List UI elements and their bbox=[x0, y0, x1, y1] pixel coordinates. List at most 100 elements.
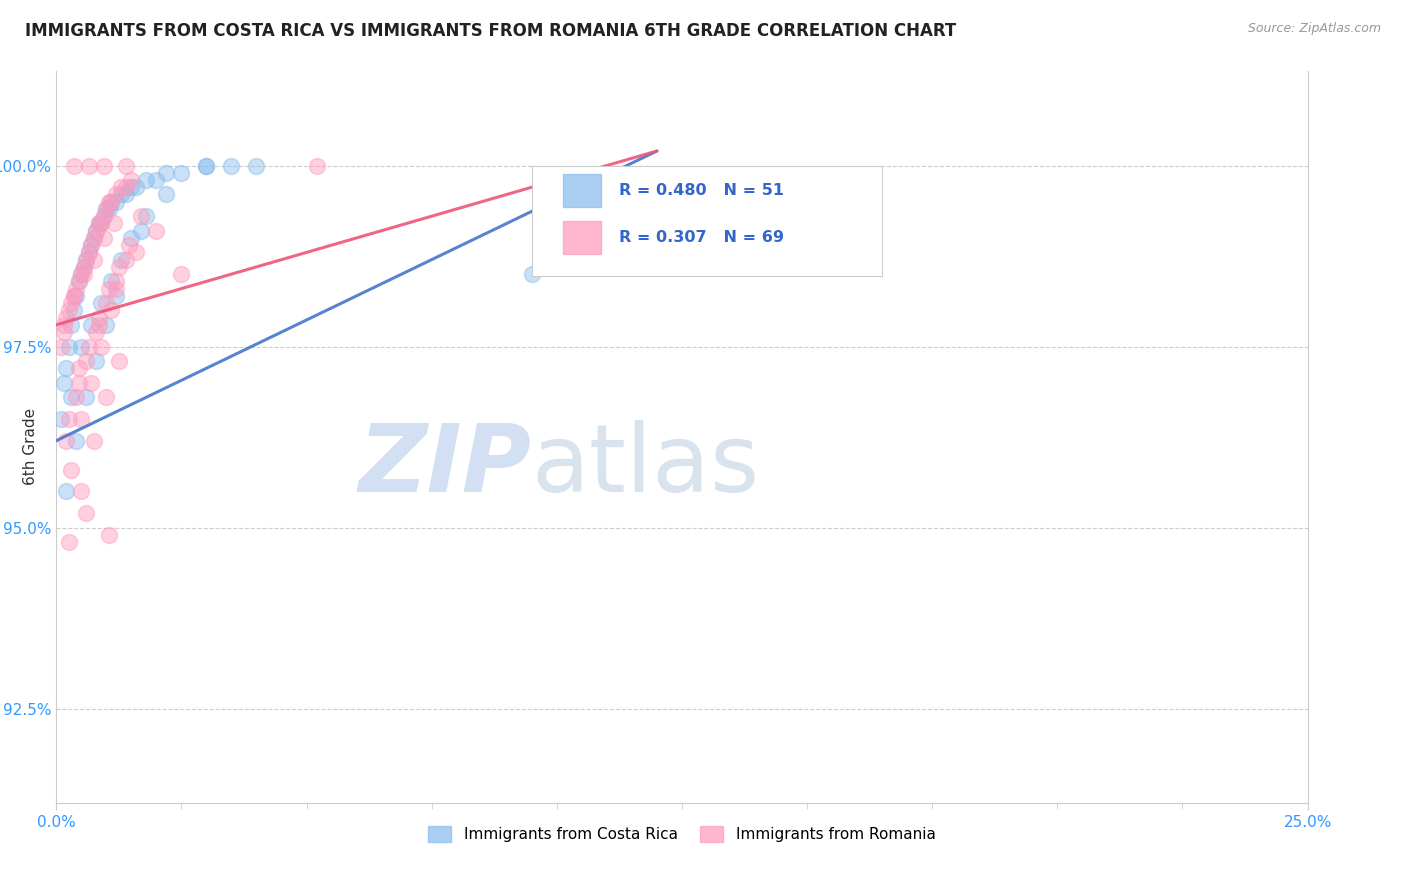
Point bbox=[115, 180, 138, 194]
Point bbox=[195, 159, 218, 173]
Point bbox=[80, 318, 103, 332]
Point bbox=[90, 340, 112, 354]
Point bbox=[80, 376, 103, 390]
Bar bbox=[562, 221, 600, 254]
Point bbox=[60, 463, 83, 477]
Point bbox=[93, 231, 115, 245]
Point bbox=[170, 267, 193, 281]
Point bbox=[60, 318, 83, 332]
Point bbox=[55, 361, 77, 376]
Point bbox=[83, 231, 105, 245]
Point bbox=[100, 274, 122, 288]
Point bbox=[65, 289, 87, 303]
Text: ZIP: ZIP bbox=[359, 420, 531, 512]
Point bbox=[75, 354, 97, 368]
Point bbox=[65, 282, 87, 296]
Point bbox=[105, 289, 128, 303]
Point bbox=[110, 187, 132, 202]
Point bbox=[103, 216, 125, 230]
Point bbox=[84, 224, 107, 238]
Text: R = 0.307   N = 69: R = 0.307 N = 69 bbox=[620, 230, 785, 245]
Point bbox=[62, 303, 84, 318]
Point bbox=[58, 412, 80, 426]
Point bbox=[155, 166, 177, 180]
Point bbox=[115, 252, 138, 267]
Point bbox=[52, 318, 75, 332]
Point bbox=[70, 267, 93, 281]
Point bbox=[84, 224, 107, 238]
Point bbox=[105, 274, 128, 288]
Point bbox=[125, 245, 148, 260]
Point bbox=[520, 267, 543, 281]
Legend: Immigrants from Costa Rica, Immigrants from Romania: Immigrants from Costa Rica, Immigrants f… bbox=[420, 819, 943, 850]
Point bbox=[96, 202, 118, 216]
Point bbox=[100, 194, 122, 209]
Point bbox=[110, 180, 132, 194]
Point bbox=[97, 194, 120, 209]
Point bbox=[83, 434, 105, 448]
Text: IMMIGRANTS FROM COSTA RICA VS IMMIGRANTS FROM ROMANIA 6TH GRADE CORRELATION CHAR: IMMIGRANTS FROM COSTA RICA VS IMMIGRANTS… bbox=[25, 22, 956, 40]
Point bbox=[97, 282, 120, 296]
Point bbox=[84, 354, 107, 368]
Point bbox=[120, 231, 142, 245]
Point bbox=[100, 303, 122, 318]
Point bbox=[67, 274, 90, 288]
Point bbox=[97, 202, 120, 216]
Point bbox=[115, 187, 138, 202]
Point bbox=[97, 528, 120, 542]
Point bbox=[52, 325, 75, 339]
Point bbox=[135, 173, 157, 187]
FancyBboxPatch shape bbox=[531, 167, 882, 277]
Point bbox=[110, 252, 132, 267]
Text: Source: ZipAtlas.com: Source: ZipAtlas.com bbox=[1247, 22, 1381, 36]
Point bbox=[120, 173, 142, 187]
Point bbox=[77, 159, 100, 173]
Point bbox=[90, 296, 112, 310]
Point bbox=[131, 209, 153, 223]
Point bbox=[70, 484, 93, 499]
Bar bbox=[562, 174, 600, 207]
Point bbox=[145, 224, 167, 238]
Point bbox=[93, 209, 115, 223]
Point bbox=[87, 216, 110, 230]
Point bbox=[96, 390, 118, 404]
Point bbox=[51, 412, 73, 426]
Point bbox=[60, 390, 83, 404]
Point bbox=[75, 390, 97, 404]
Point bbox=[73, 260, 96, 274]
Point bbox=[108, 354, 131, 368]
Point bbox=[83, 252, 105, 267]
Point bbox=[67, 274, 90, 288]
Point bbox=[90, 216, 112, 230]
Point bbox=[58, 340, 80, 354]
Point bbox=[115, 159, 138, 173]
Point bbox=[65, 434, 87, 448]
Point bbox=[195, 159, 218, 173]
Point bbox=[90, 216, 112, 230]
Point bbox=[70, 340, 93, 354]
Point bbox=[70, 267, 93, 281]
Point bbox=[62, 289, 84, 303]
Point bbox=[100, 194, 122, 209]
Point bbox=[105, 282, 128, 296]
Point bbox=[62, 289, 84, 303]
Text: R = 0.480   N = 51: R = 0.480 N = 51 bbox=[620, 183, 785, 198]
Point bbox=[305, 159, 328, 173]
Point bbox=[93, 209, 115, 223]
Text: 6th Grade: 6th Grade bbox=[24, 408, 38, 484]
Point bbox=[77, 245, 100, 260]
Point bbox=[51, 340, 73, 354]
Point bbox=[87, 216, 110, 230]
Point bbox=[80, 238, 103, 252]
Point bbox=[73, 267, 96, 281]
Point bbox=[55, 310, 77, 325]
Point bbox=[58, 303, 80, 318]
Point bbox=[84, 325, 107, 339]
Point bbox=[93, 159, 115, 173]
Point bbox=[65, 390, 87, 404]
Point bbox=[80, 238, 103, 252]
Point bbox=[87, 318, 110, 332]
Point bbox=[67, 376, 90, 390]
Point bbox=[75, 506, 97, 520]
Point bbox=[145, 173, 167, 187]
